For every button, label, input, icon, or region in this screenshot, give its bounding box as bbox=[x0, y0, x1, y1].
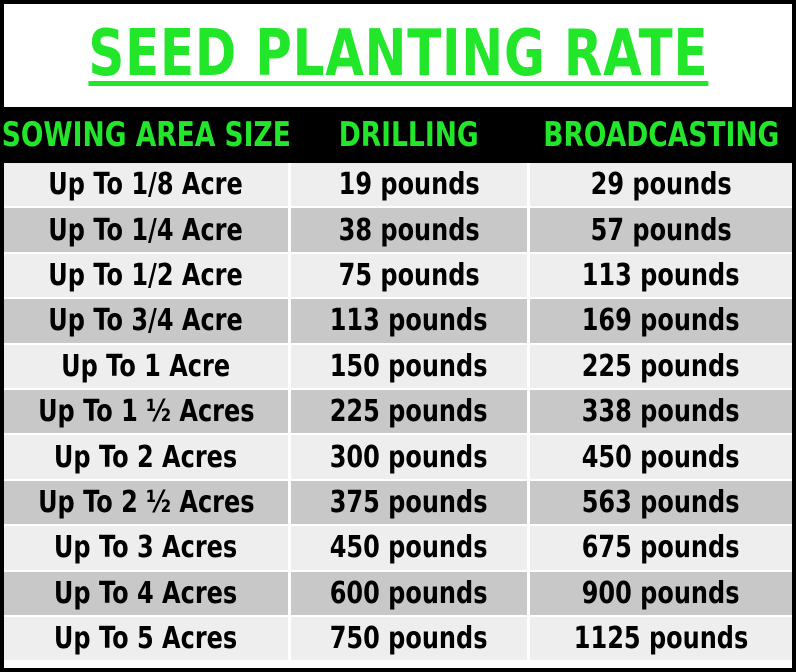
cell-sowing-area: Up To 1/8 Acre bbox=[4, 163, 288, 207]
cell-text: 675 pounds bbox=[582, 530, 740, 566]
cell-drilling: 300 pounds bbox=[291, 435, 527, 479]
cell-text: Up To 2 Acres bbox=[54, 439, 238, 475]
cell-text: 75 pounds bbox=[338, 257, 480, 293]
cell-broadcasting: 225 pounds bbox=[530, 344, 792, 388]
cell-broadcasting: 1125 pounds bbox=[530, 616, 792, 661]
cell-text: Up To 1/4 Acre bbox=[48, 212, 244, 248]
cell-sowing-area: Up To 1 Acre bbox=[4, 344, 288, 388]
cell-text: Up To 3/4 Acre bbox=[48, 303, 244, 339]
cell-text: 169 pounds bbox=[582, 303, 740, 339]
cell-text: Up To 1 Acre bbox=[61, 348, 231, 384]
header-sowing-area-size: SOWING AREA SIZE bbox=[1, 107, 291, 163]
header-broadcasting: BROADCASTING bbox=[530, 107, 792, 163]
cell-text: Up To 4 Acres bbox=[54, 575, 238, 611]
page-title: SEED PLANTING RATE bbox=[88, 16, 708, 91]
table-row: Up To 1/8 Acre 19 pounds 29 pounds bbox=[4, 163, 792, 209]
title-area: SEED PLANTING RATE bbox=[4, 4, 792, 103]
cell-text: Up To 1 ½ Acres bbox=[37, 394, 255, 430]
cell-text: 225 pounds bbox=[330, 394, 488, 430]
cell-drilling: 450 pounds bbox=[291, 526, 527, 570]
cell-drilling: 150 pounds bbox=[291, 344, 527, 388]
cell-drilling: 38 pounds bbox=[291, 208, 527, 252]
cell-text: 300 pounds bbox=[330, 439, 488, 475]
cell-text: 900 pounds bbox=[582, 575, 740, 611]
cell-text: 450 pounds bbox=[330, 530, 488, 566]
table-header: SOWING AREA SIZE DRILLING BROADCASTING bbox=[1, 107, 792, 163]
cell-sowing-area: Up To 3/4 Acre bbox=[4, 299, 288, 343]
table-row: Up To 3/4 Acre 113 pounds 169 pounds bbox=[4, 299, 792, 345]
cell-text: 113 pounds bbox=[582, 257, 740, 293]
table-row: Up To 1/4 Acre 38 pounds 57 pounds bbox=[4, 208, 792, 254]
cell-broadcasting: 563 pounds bbox=[530, 480, 792, 525]
cell-text: 450 pounds bbox=[582, 439, 740, 475]
cell-text: Up To 5 Acres bbox=[54, 621, 238, 657]
cell-drilling: 19 pounds bbox=[291, 163, 527, 207]
cell-broadcasting: 675 pounds bbox=[530, 526, 792, 570]
table-row: Up To 4 Acres 600 pounds 900 pounds bbox=[4, 571, 792, 617]
cell-broadcasting: 113 pounds bbox=[530, 253, 792, 298]
cell-text: 19 pounds bbox=[338, 167, 480, 203]
cell-text: 1125 pounds bbox=[573, 621, 749, 657]
cell-text: 150 pounds bbox=[330, 348, 488, 384]
cell-drilling: 600 pounds bbox=[291, 571, 527, 615]
cell-sowing-area: Up To 2 ½ Acres bbox=[4, 480, 288, 525]
table-row: Up To 1/2 Acre 75 pounds 113 pounds bbox=[4, 253, 792, 300]
cell-text: 225 pounds bbox=[582, 348, 740, 384]
cell-sowing-area: Up To 2 Acres bbox=[4, 435, 288, 479]
cell-drilling: 375 pounds bbox=[291, 480, 527, 525]
cell-broadcasting: 900 pounds bbox=[530, 571, 792, 615]
cell-text: Up To 1/8 Acre bbox=[48, 167, 244, 203]
cell-sowing-area: Up To 4 Acres bbox=[4, 571, 288, 615]
cell-text: 29 pounds bbox=[590, 167, 732, 203]
header-drilling: DRILLING bbox=[291, 107, 527, 163]
table-row: Up To 2 ½ Acres 375 pounds 563 pounds bbox=[4, 480, 792, 527]
header-label: SOWING AREA SIZE bbox=[1, 115, 291, 155]
table-row: Up To 5 Acres 750 pounds 1125 pounds bbox=[4, 616, 792, 663]
cell-text: 113 pounds bbox=[330, 303, 488, 339]
cell-drilling: 225 pounds bbox=[291, 389, 527, 434]
cell-sowing-area: Up To 1/4 Acre bbox=[4, 208, 288, 252]
table-row: Up To 2 Acres 300 pounds 450 pounds bbox=[4, 435, 792, 481]
table-row: Up To 3 Acres 450 pounds 675 pounds bbox=[4, 526, 792, 572]
cell-sowing-area: Up To 1/2 Acre bbox=[4, 253, 288, 298]
cell-text: Up To 3 Acres bbox=[54, 530, 238, 566]
cell-text: 57 pounds bbox=[590, 212, 732, 248]
cell-broadcasting: 29 pounds bbox=[530, 163, 792, 207]
table-body: Up To 1/8 Acre 19 pounds 29 pounds Up To 1/… bbox=[4, 163, 792, 663]
table-row: Up To 1 ½ Acres 225 pounds 338 pounds bbox=[4, 389, 792, 436]
cell-broadcasting: 169 pounds bbox=[530, 299, 792, 343]
cell-drilling: 75 pounds bbox=[291, 253, 527, 298]
cell-text: 38 pounds bbox=[338, 212, 480, 248]
cell-sowing-area: Up To 1 ½ Acres bbox=[4, 389, 288, 434]
cell-text: 563 pounds bbox=[582, 484, 740, 520]
cell-text: 375 pounds bbox=[330, 484, 488, 520]
cell-broadcasting: 338 pounds bbox=[530, 389, 792, 434]
cell-text: 750 pounds bbox=[330, 621, 488, 657]
header-label: DRILLING bbox=[339, 115, 479, 155]
cell-text: Up To 1/2 Acre bbox=[48, 257, 244, 293]
cell-text: 600 pounds bbox=[330, 575, 488, 611]
cell-drilling: 113 pounds bbox=[291, 299, 527, 343]
cell-sowing-area: Up To 3 Acres bbox=[4, 526, 288, 570]
cell-broadcasting: 450 pounds bbox=[530, 435, 792, 479]
cell-broadcasting: 57 pounds bbox=[530, 208, 792, 252]
cell-text: Up To 2 ½ Acres bbox=[37, 484, 255, 520]
cell-drilling: 750 pounds bbox=[291, 616, 527, 661]
cell-sowing-area: Up To 5 Acres bbox=[4, 616, 288, 661]
cell-text: 338 pounds bbox=[582, 394, 740, 430]
header-label: BROADCASTING bbox=[542, 115, 780, 155]
table-row: Up To 1 Acre 150 pounds 225 pounds bbox=[4, 344, 792, 390]
